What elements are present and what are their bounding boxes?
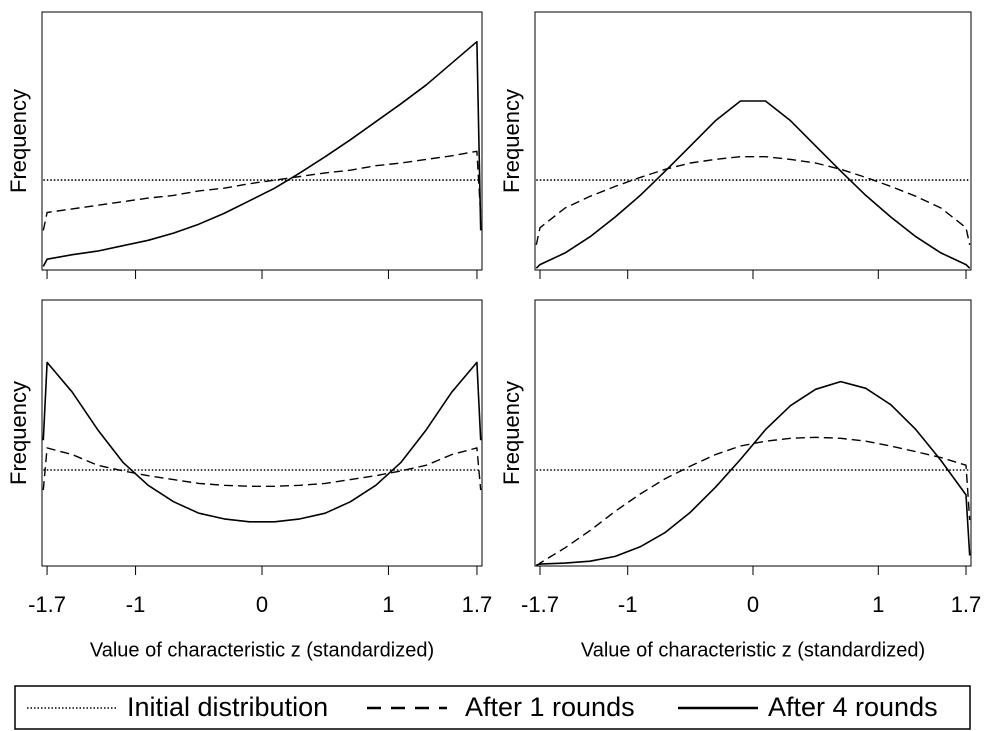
- plot-frame: [534, 299, 972, 567]
- legend-label: After 4 rounds: [768, 692, 938, 722]
- series-line: [42, 361, 482, 523]
- y-axis-label: Frequency: [499, 381, 524, 485]
- plot-frame: [41, 299, 483, 567]
- y-axis-label: Frequency: [6, 89, 31, 193]
- plot-frame: [534, 11, 972, 271]
- series-line: [42, 150, 482, 231]
- x-tick-label: 0: [747, 592, 759, 617]
- legend-box: [14, 685, 971, 730]
- plot-frame: [41, 11, 483, 271]
- x-tick-label: 1.7: [951, 592, 982, 617]
- y-axis-label: Frequency: [6, 381, 31, 485]
- legend-label: After 1 rounds: [465, 692, 635, 722]
- series-line: [535, 100, 971, 269]
- x-tick-label: 0: [256, 592, 268, 617]
- x-tick-label: -1: [618, 592, 638, 617]
- x-tick-label: -1: [126, 592, 146, 617]
- y-axis-label: Frequency: [499, 89, 524, 193]
- x-axis-label: Value of characteristic z (standardized): [90, 639, 434, 661]
- x-tick-label: 1.7: [462, 592, 493, 617]
- series-line: [42, 40, 482, 267]
- x-tick-label: 1: [872, 592, 884, 617]
- legend-label: Initial distribution: [127, 692, 328, 722]
- x-tick-label: -1.7: [521, 592, 559, 617]
- series-line: [535, 156, 971, 245]
- x-tick-label: -1.7: [28, 592, 66, 617]
- x-tick-label: 1: [382, 592, 394, 617]
- series-line: [42, 447, 482, 491]
- series-line: [536, 380, 971, 566]
- x-axis-label: Value of characteristic z (standardized): [581, 639, 925, 661]
- series-line: [535, 436, 971, 567]
